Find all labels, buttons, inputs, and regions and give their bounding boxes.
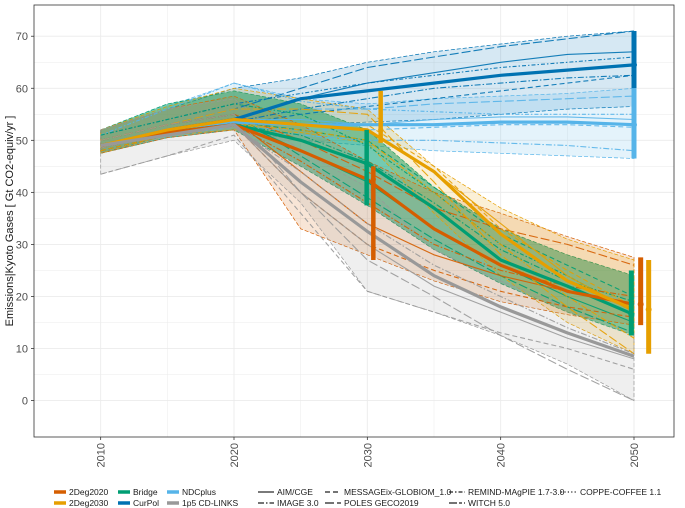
y-tick-label: 60 (16, 83, 28, 95)
range-bars-2050 (364, 31, 652, 354)
x-axis-ticks: 2010 2020 2030 2040 2050 (96, 437, 641, 467)
median-point-2050-2Deg2030 (645, 306, 652, 313)
model-line-CurPol (100, 74, 635, 149)
median-line-1p5 CD-LINKS (100, 123, 635, 358)
y-tick-label: 70 (16, 31, 28, 43)
median-point-2050-Bridge (628, 311, 635, 318)
plot-frame (33, 4, 675, 438)
median-point-2050-NDCplus (631, 121, 637, 128)
median-point-2030-2Deg2020 (370, 176, 376, 182)
model-line-Bridge (100, 124, 635, 303)
legend-label: MESSAGEix-GLOBIOM_1.0 (344, 487, 451, 497)
legend-label: 2Deg2020 (69, 487, 109, 497)
model-line-1p5 CD-LINKS (100, 126, 635, 355)
model-line-NDCplus (100, 82, 634, 136)
x-tick-label: 2050 (629, 443, 641, 467)
model-line-1p5 CD-LINKS (100, 134, 635, 370)
x-tick-label: 2020 (229, 443, 241, 467)
median-line-2Deg2030 (100, 117, 635, 311)
y-tick-label: 40 (16, 187, 28, 199)
y-axis-ticks: 0 10 20 30 40 50 60 70 (16, 31, 34, 408)
legend-label: Bridge (133, 487, 158, 497)
legend-label: REMIND-MAgPIE 1.7-3.0 (468, 487, 565, 497)
legend-label: WITCH 5.0 (468, 498, 510, 508)
median-point-2030-Bridge (364, 161, 370, 167)
y-axis-label: Emissions|Kyoto Gases [ Gt CO2-equiv/yr … (4, 116, 16, 327)
x-tick-label: 2040 (496, 443, 508, 467)
legend-label: POLES GECO2019 (344, 498, 419, 508)
median-point-2050-2Deg2020 (637, 301, 644, 308)
y-tick-label: 50 (16, 135, 28, 147)
y-tick-label: 0 (22, 396, 28, 408)
median-point-2050-CurPol (631, 61, 637, 68)
y-tick-label: 10 (16, 344, 28, 356)
model-line-2Deg2030 (100, 108, 635, 355)
y-tick-label: 30 (16, 239, 28, 251)
legend-label: AIM/CGE (277, 487, 313, 497)
model-line-1p5 CD-LINKS (100, 113, 635, 402)
band-Bridge (100, 90, 635, 336)
legend-label: IMAGE 3.0 (277, 498, 319, 508)
legend-label: 1p5 CD-LINKS (182, 498, 239, 508)
band-1p5 CD-LINKS (100, 98, 635, 402)
legend-label: 2Deg2030 (69, 498, 109, 508)
legend-label: NDCplus (182, 487, 216, 497)
x-tick-label: 2030 (362, 443, 374, 467)
legend-label: CurPol (133, 498, 159, 508)
median-point-2030-2Deg2030 (378, 127, 384, 133)
x-tick-label: 2010 (96, 443, 108, 467)
legend-label: COPPE-COFFEE 1.1 (580, 487, 662, 497)
y-tick-label: 20 (16, 291, 28, 303)
